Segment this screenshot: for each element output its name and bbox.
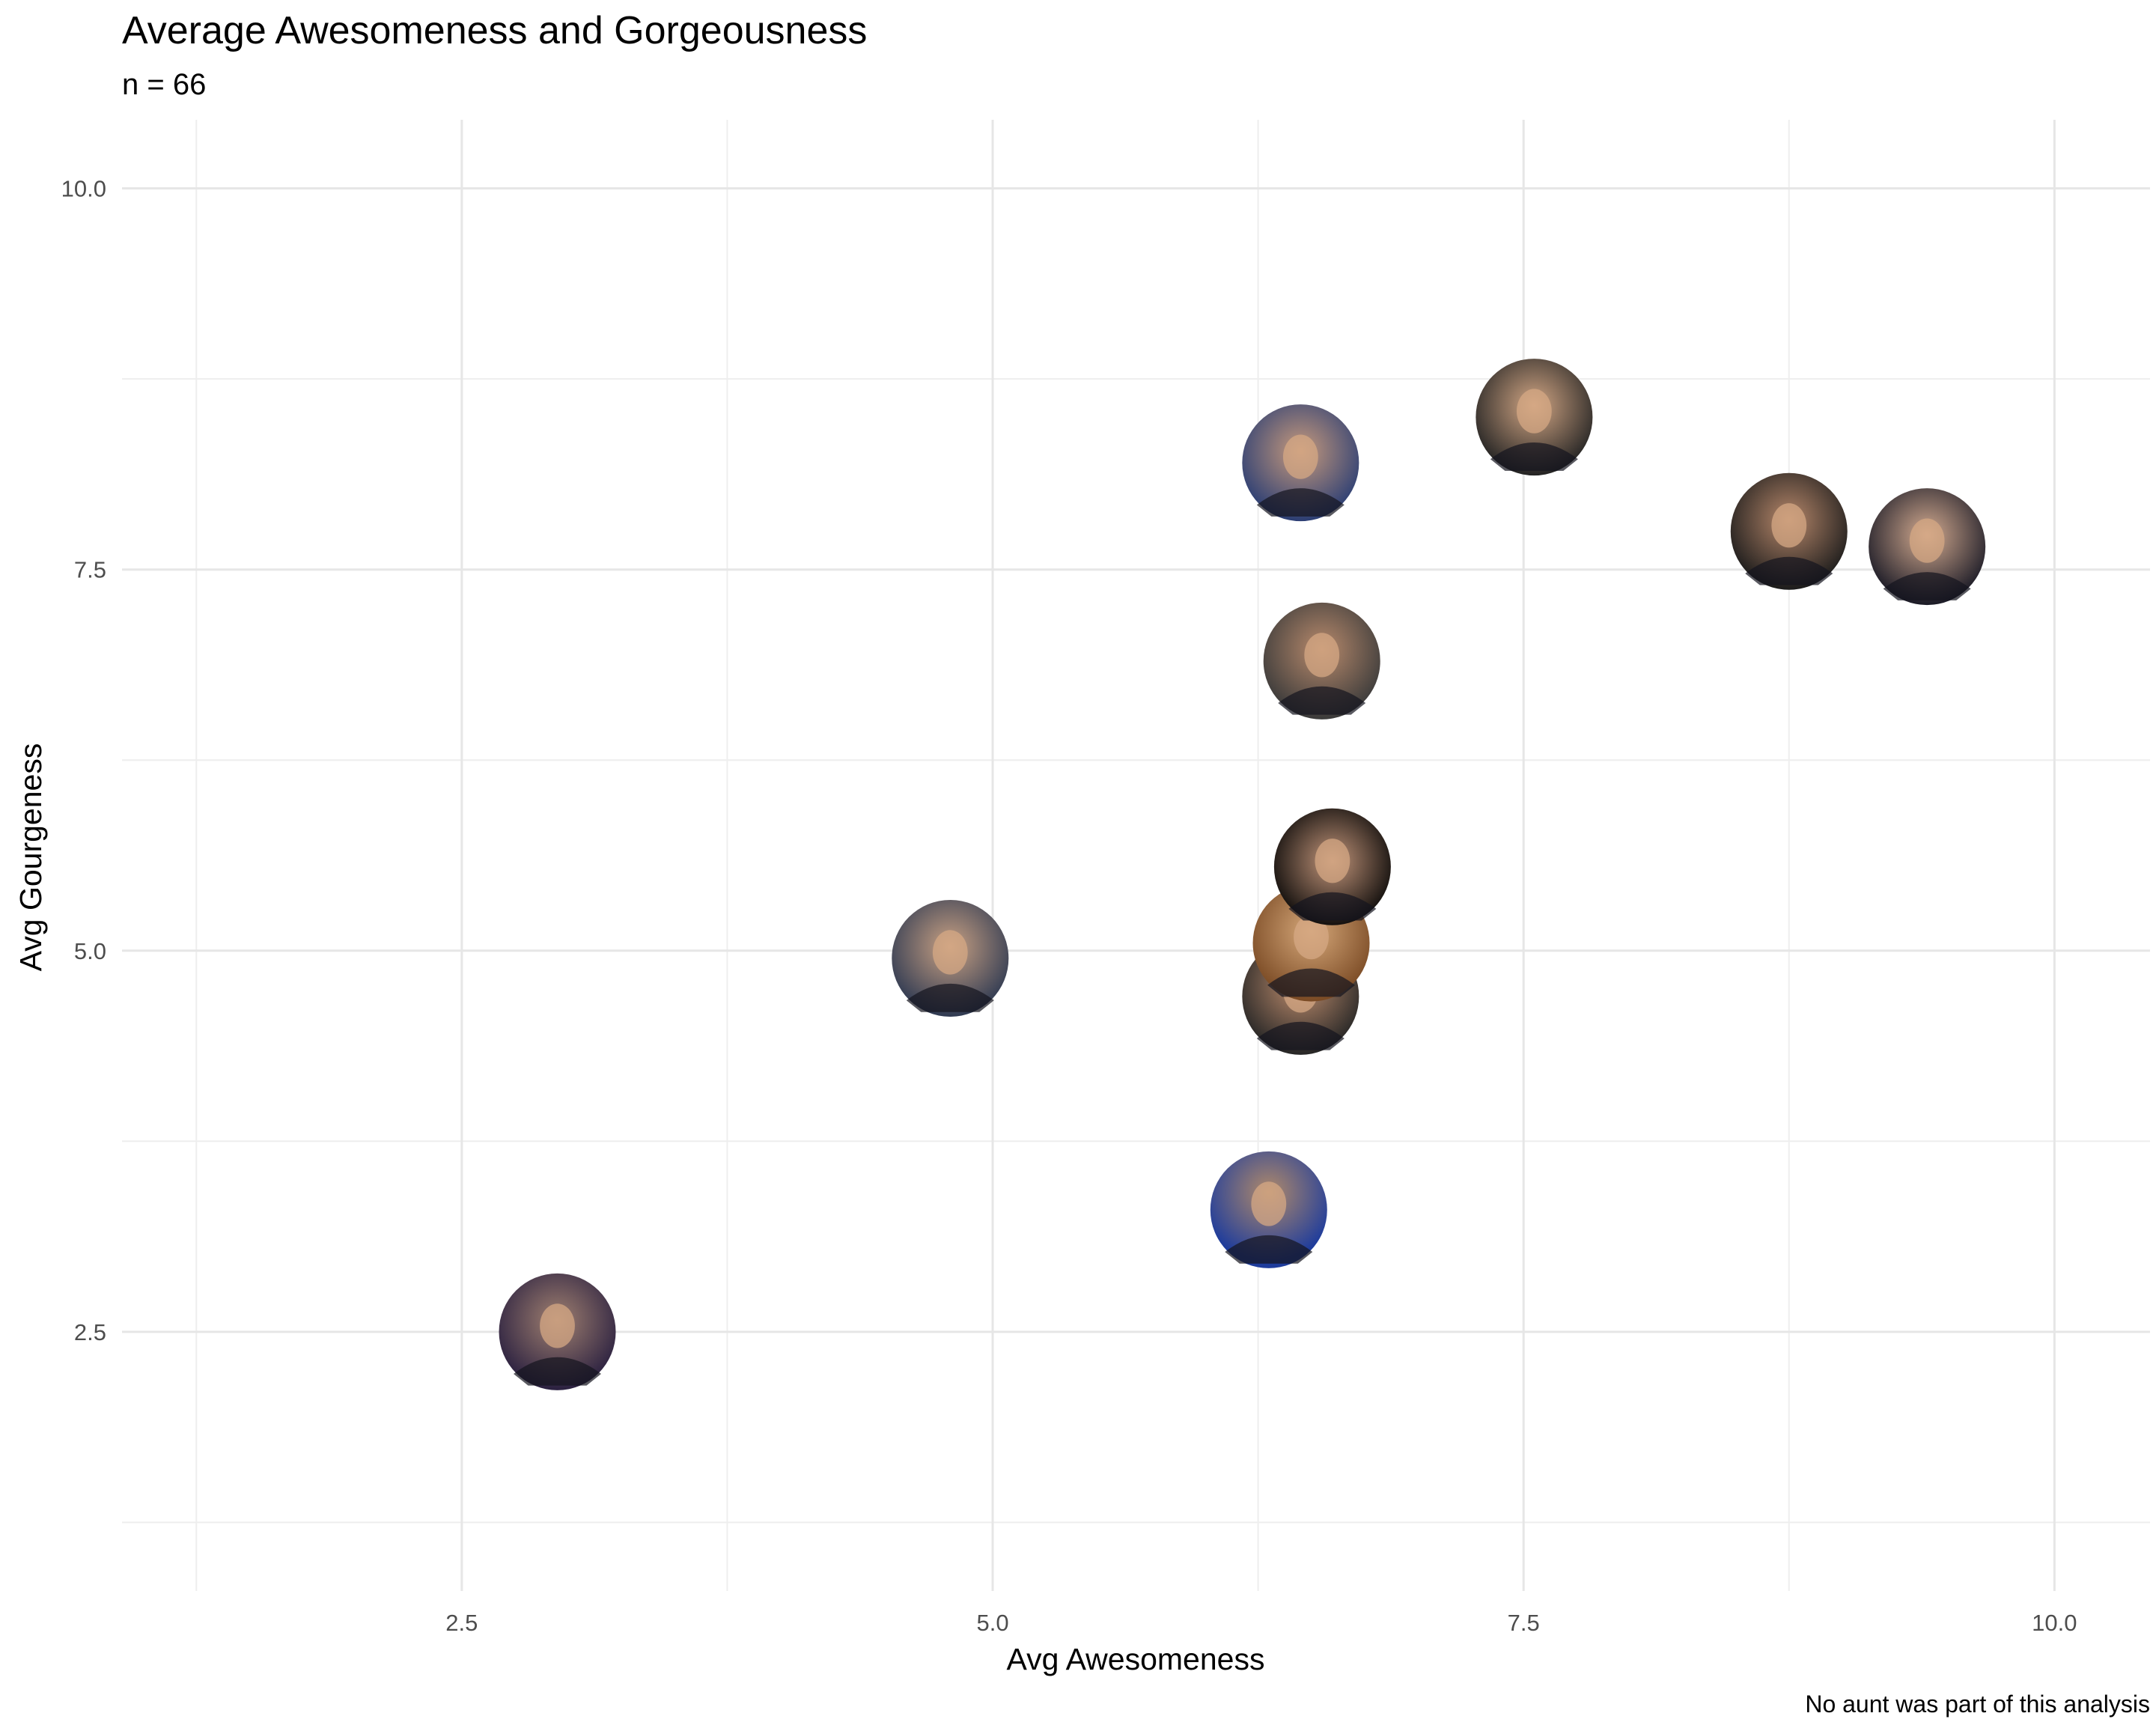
portrait-point — [1869, 488, 1986, 606]
major-gridlines — [122, 120, 2150, 1591]
y-tick-label: 7.5 — [74, 557, 106, 583]
portrait-point — [1476, 359, 1593, 476]
portrait-point — [1242, 404, 1359, 522]
x-tick-label: 7.5 — [1508, 1610, 1540, 1636]
x-tick-label: 2.5 — [445, 1610, 478, 1636]
x-tick-label: 5.0 — [976, 1610, 1008, 1636]
y-tick-label: 5.0 — [74, 938, 106, 964]
portrait-point — [499, 1273, 616, 1390]
y-axis-tick-labels: 2.5 5.0 7.5 10.0 — [61, 176, 106, 1345]
portrait-point — [892, 899, 1009, 1017]
data-points — [499, 359, 1986, 1390]
portrait-point — [1273, 808, 1391, 925]
portrait-point — [1210, 1151, 1327, 1268]
portrait-point — [1263, 602, 1380, 719]
chart-caption: No aunt was part of this analysis — [1805, 1691, 2150, 1718]
x-axis-title: Avg Awesomeness — [1007, 1642, 1265, 1676]
minor-gridlines — [122, 120, 2150, 1591]
chart-subtitle: n = 66 — [122, 68, 206, 101]
x-tick-label: 10.0 — [2032, 1610, 2077, 1636]
y-tick-label: 10.0 — [61, 176, 106, 202]
x-axis-tick-labels: 2.5 5.0 7.5 10.0 — [445, 1610, 2077, 1636]
y-axis-title: Avg Gourgeness — [13, 743, 48, 972]
y-tick-label: 2.5 — [74, 1319, 106, 1345]
chart-title: Average Awesomeness and Gorgeousness — [122, 9, 867, 52]
portrait-point — [1730, 472, 1848, 590]
